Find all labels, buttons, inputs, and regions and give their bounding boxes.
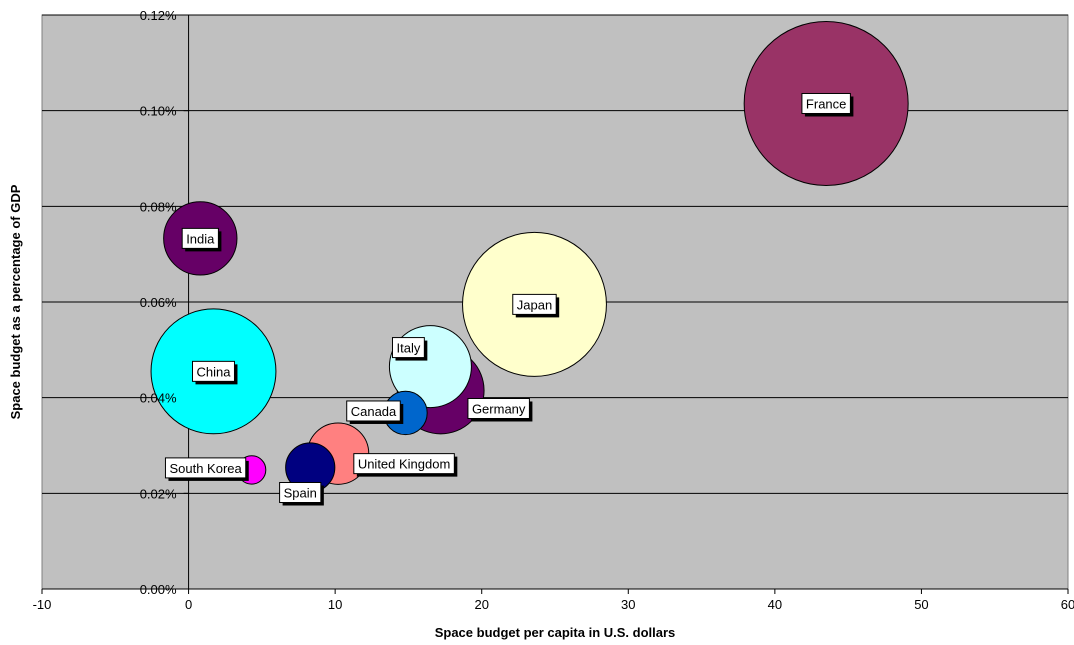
data-label-germany: Germany bbox=[467, 397, 533, 422]
data-label-italy: Italy bbox=[391, 337, 428, 361]
y-tick-label: 0.06% bbox=[140, 295, 177, 310]
label-box bbox=[192, 360, 235, 382]
label-box bbox=[801, 92, 851, 114]
data-label-china: China bbox=[192, 360, 238, 385]
label-box bbox=[467, 397, 530, 419]
y-tick-label: 0.08% bbox=[140, 199, 177, 214]
data-label-south-korea: South Korea bbox=[164, 457, 249, 481]
label-text: India bbox=[186, 231, 215, 246]
data-label-japan: Japan bbox=[512, 293, 560, 318]
label-text: Canada bbox=[351, 404, 397, 419]
label-text: France bbox=[806, 96, 846, 111]
x-tick-label: 20 bbox=[474, 597, 488, 612]
x-axis-title: Space budget per capita in U.S. dollars bbox=[435, 625, 676, 640]
x-tick-labels: -10 0 10 20 30 40 50 60 bbox=[33, 597, 1074, 612]
data-label-united-kingdom: United Kingdom bbox=[353, 453, 458, 477]
label-text: Spain bbox=[284, 486, 317, 501]
data-label-france: France bbox=[801, 92, 854, 117]
y-axis-title: Space budget as a percentage of GDP bbox=[8, 184, 23, 419]
x-tick-label: 50 bbox=[914, 597, 928, 612]
x-tick-label: 40 bbox=[768, 597, 782, 612]
label-text: Italy bbox=[396, 341, 420, 356]
label-text: United Kingdom bbox=[358, 457, 451, 472]
label-box bbox=[346, 400, 401, 422]
label-text: China bbox=[197, 364, 232, 379]
x-tick-label: 30 bbox=[621, 597, 635, 612]
x-tick-label: 10 bbox=[328, 597, 342, 612]
label-box bbox=[181, 227, 219, 249]
data-label-india: India bbox=[181, 227, 222, 252]
y-tick-label: 0.00% bbox=[140, 582, 177, 597]
y-tick-label: 0.12% bbox=[140, 8, 177, 23]
label-text: South Korea bbox=[169, 461, 242, 476]
label-box bbox=[391, 337, 425, 359]
label-text: Japan bbox=[517, 297, 552, 312]
x-tick-label: -10 bbox=[33, 597, 52, 612]
data-label-canada: Canada bbox=[346, 400, 404, 424]
label-text: Germany bbox=[472, 401, 526, 416]
data-labels: France India Japan China Germany Italy United … bbox=[164, 92, 854, 506]
label-box bbox=[164, 457, 247, 479]
x-tick-label: 60 bbox=[1061, 597, 1074, 612]
label-box bbox=[279, 482, 322, 504]
x-tick-label: 0 bbox=[185, 597, 192, 612]
y-tick-label: 0.04% bbox=[140, 391, 177, 406]
y-tick-label: 0.10% bbox=[140, 104, 177, 119]
y-tick-label: 0.02% bbox=[140, 486, 177, 501]
label-box bbox=[512, 293, 557, 315]
data-label-spain: Spain bbox=[279, 482, 324, 506]
y-tick-labels: 0.00% 0.02% 0.04% 0.06% 0.08% 0.10% 0.12% bbox=[140, 8, 177, 597]
label-box bbox=[353, 453, 455, 475]
